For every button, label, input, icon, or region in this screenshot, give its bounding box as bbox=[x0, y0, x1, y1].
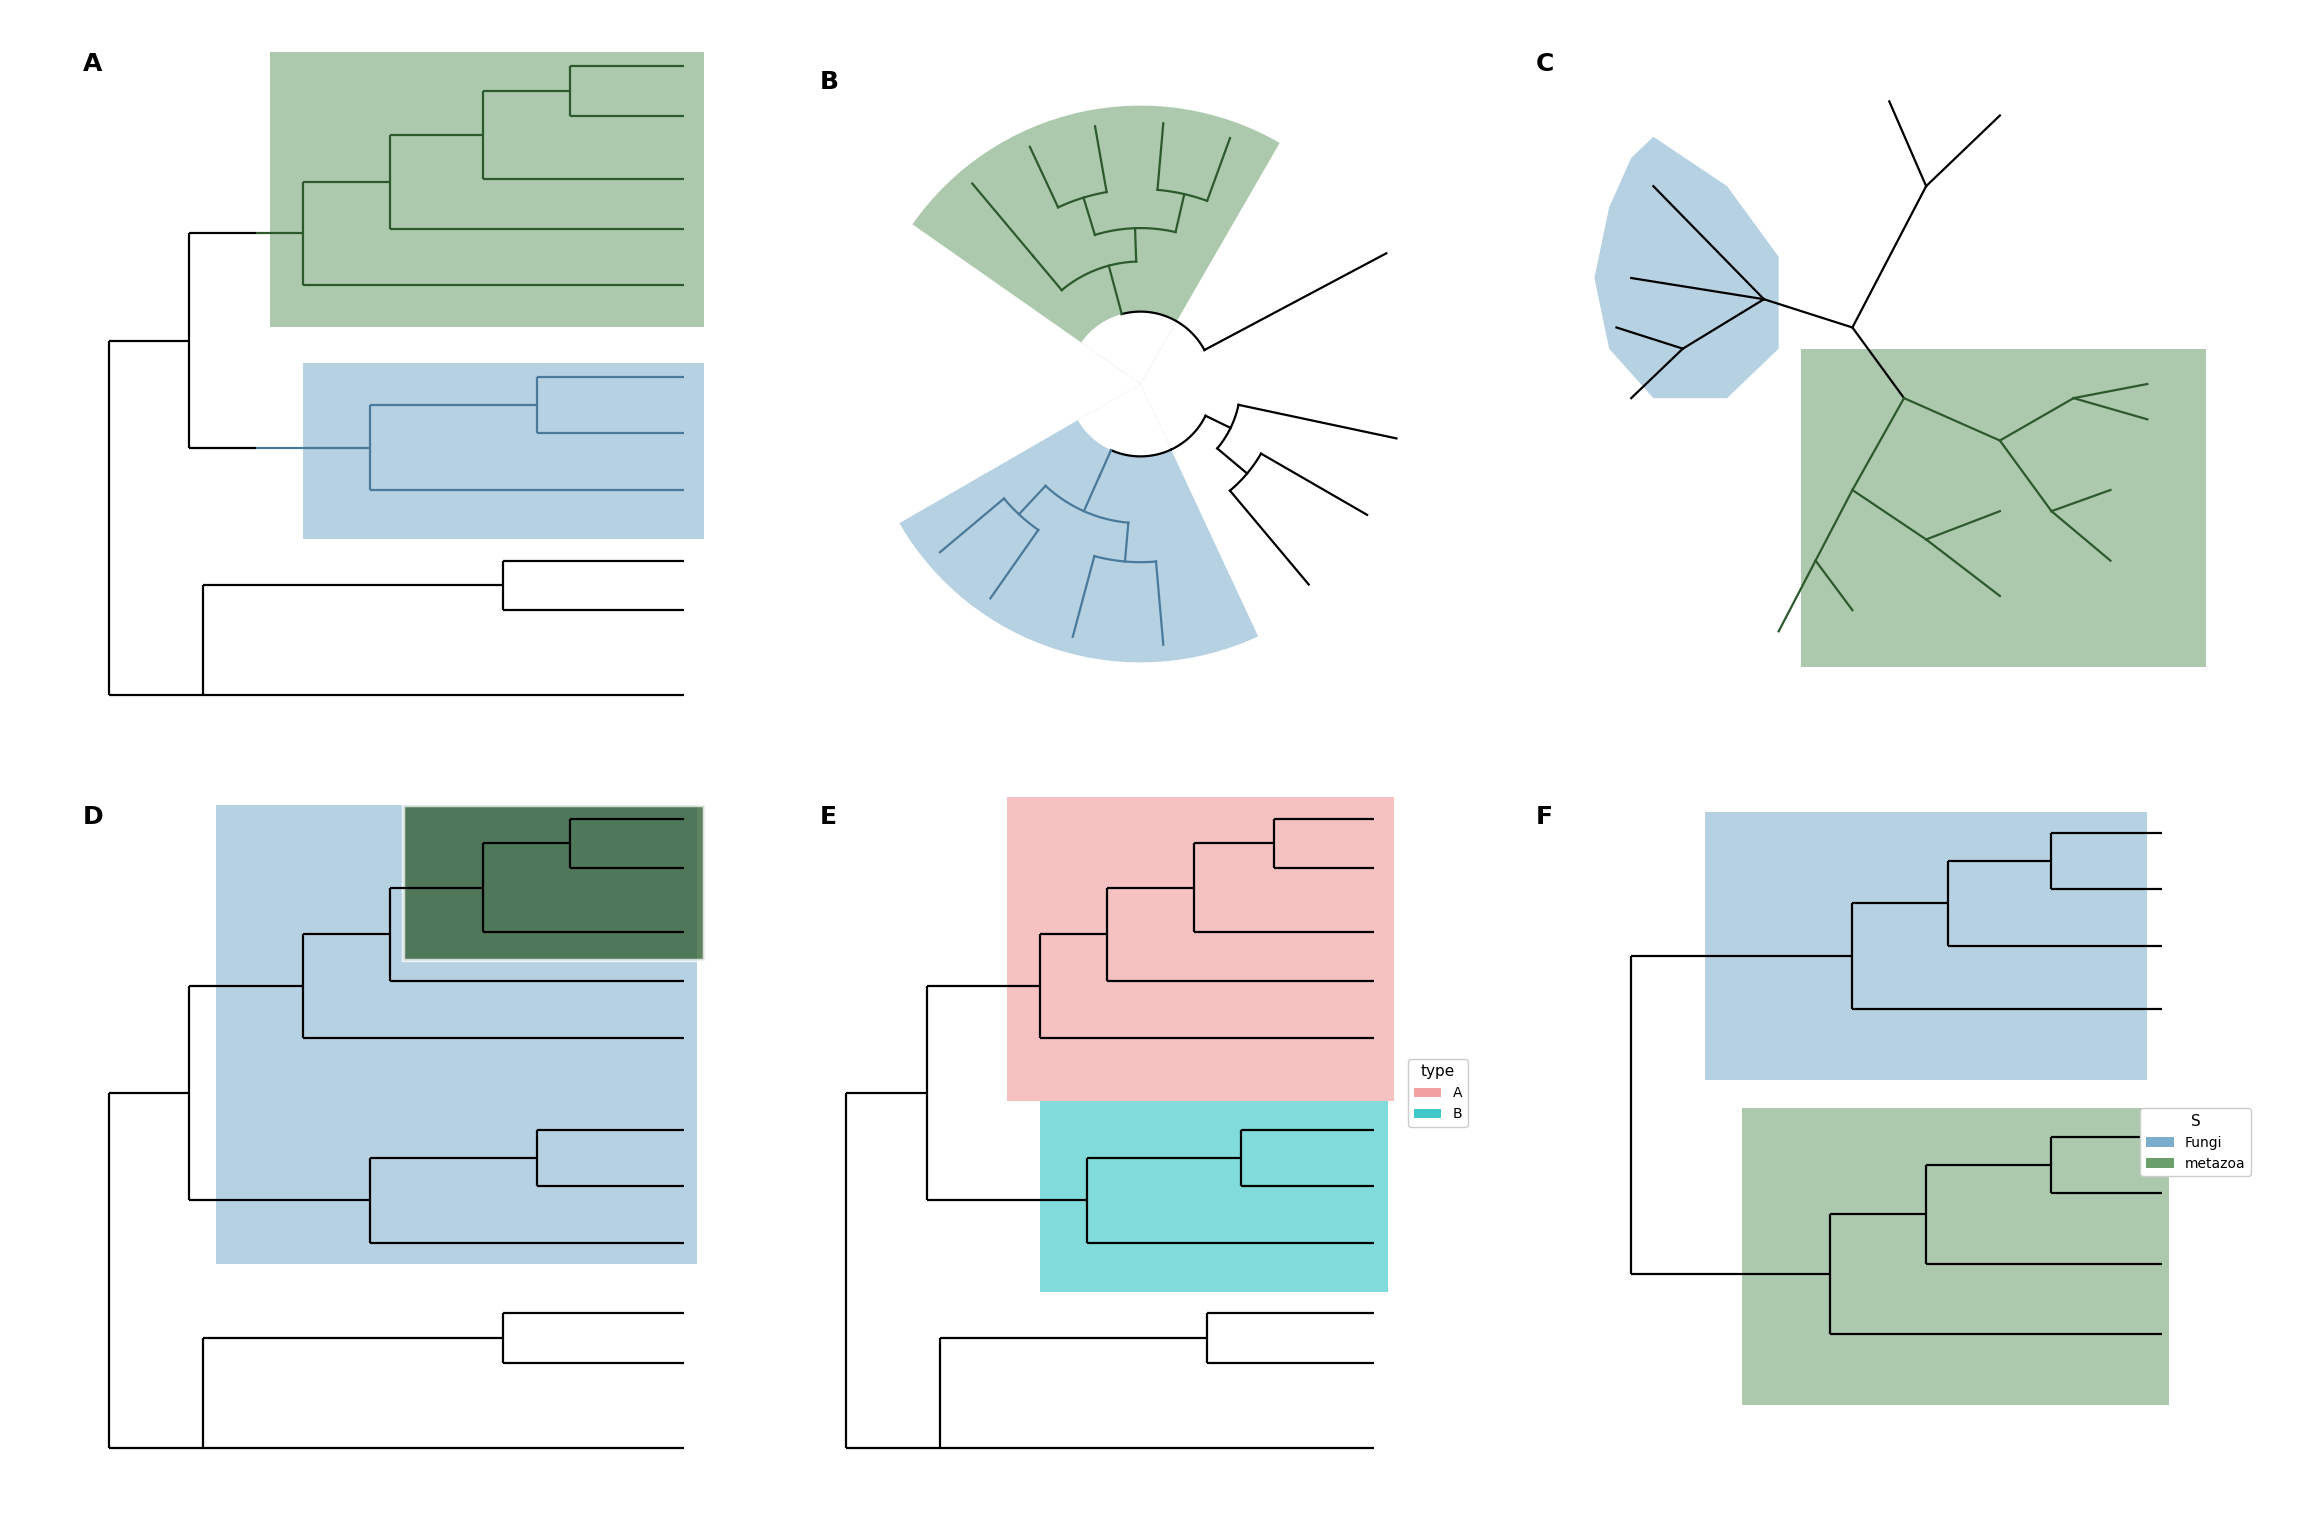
Legend: Fungi, metazoa: Fungi, metazoa bbox=[2140, 1109, 2251, 1177]
Text: B: B bbox=[820, 71, 839, 94]
Polygon shape bbox=[1594, 137, 1779, 398]
Bar bbox=[1742, 1109, 2170, 1405]
Bar bbox=[403, 805, 703, 960]
Text: D: D bbox=[83, 805, 104, 828]
Text: C: C bbox=[1534, 52, 1553, 75]
Text: A: A bbox=[83, 52, 101, 75]
Legend: A, B: A, B bbox=[1408, 1058, 1468, 1127]
Bar bbox=[304, 362, 703, 539]
Wedge shape bbox=[1081, 312, 1177, 384]
Bar bbox=[1802, 349, 2207, 667]
Bar bbox=[1705, 811, 2147, 1080]
Wedge shape bbox=[1078, 384, 1170, 456]
Bar bbox=[1039, 1101, 1387, 1292]
Bar bbox=[270, 52, 703, 327]
Wedge shape bbox=[912, 106, 1279, 384]
Text: E: E bbox=[820, 805, 836, 828]
Wedge shape bbox=[899, 384, 1258, 662]
Bar bbox=[1007, 797, 1394, 1101]
Bar bbox=[217, 805, 698, 1264]
Text: F: F bbox=[1534, 805, 1553, 828]
